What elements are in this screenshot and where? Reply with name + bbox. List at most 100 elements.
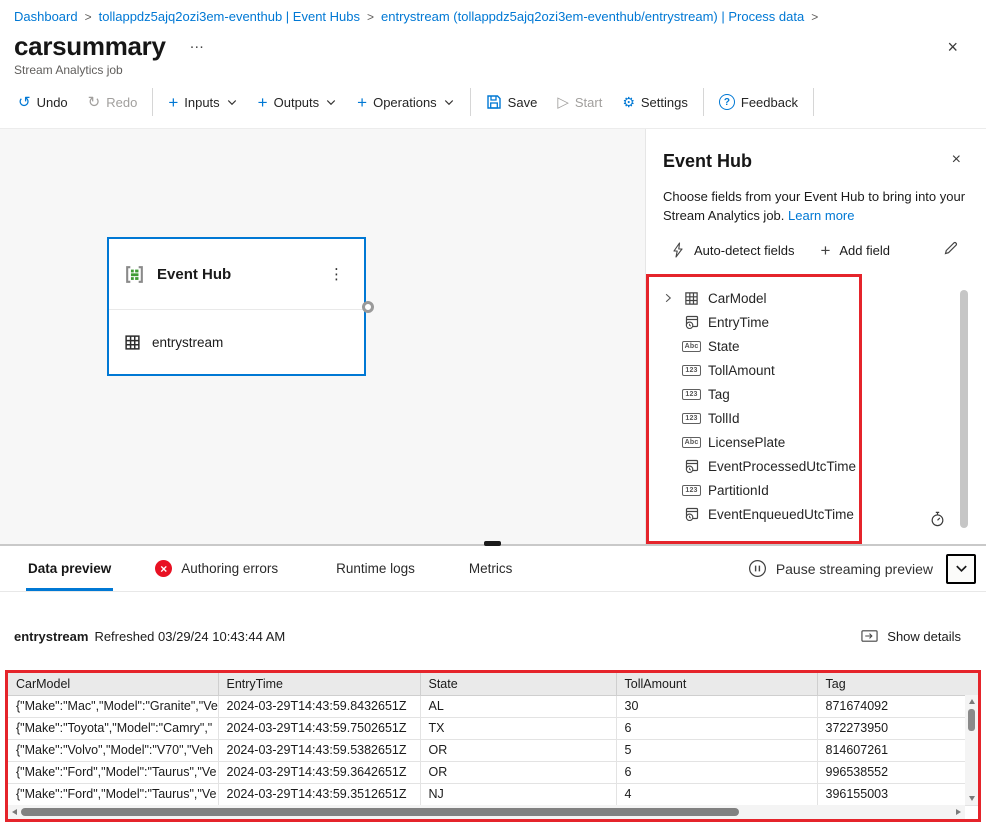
pause-streaming-button[interactable]: Pause streaming preview bbox=[748, 559, 933, 578]
field-name: EventEnqueuedUtcTime bbox=[708, 506, 854, 522]
feedback-label: Feedback bbox=[740, 94, 798, 110]
add-field-button[interactable]: + Add field bbox=[820, 242, 890, 259]
bottom-tabs: Data preview × Authoring errors Runtime … bbox=[0, 546, 986, 592]
breadcrumb-link-dashboard[interactable]: Dashboard bbox=[14, 9, 78, 24]
chevron-right-icon[interactable] bbox=[662, 292, 674, 304]
record-icon bbox=[682, 291, 701, 306]
settings-button[interactable]: ⚙ Settings bbox=[612, 87, 698, 117]
field-item-carmodel[interactable]: CarModel bbox=[649, 286, 859, 310]
breadcrumb-link-process-data[interactable]: entrystream (tollappdz5ajq2ozi3em-eventh… bbox=[381, 9, 805, 24]
table-row[interactable]: {"Make":"Toyota","Model":"Camry"," 2024-… bbox=[8, 717, 978, 740]
column-header-state[interactable]: State bbox=[420, 673, 617, 696]
splitter-drag-handle[interactable] bbox=[484, 541, 501, 546]
redo-button[interactable]: ↻ Redo bbox=[78, 87, 148, 117]
panel-description-text: Choose fields from your Event Hub to bri… bbox=[663, 189, 966, 223]
datetime-icon bbox=[682, 458, 701, 474]
preview-source-name: entrystream bbox=[14, 628, 89, 644]
more-options-icon[interactable]: … bbox=[189, 35, 206, 52]
field-name: PartitionId bbox=[708, 482, 769, 498]
field-item-tag[interactable]: 123 Tag bbox=[649, 382, 859, 406]
breadcrumb-separator-icon: > bbox=[811, 10, 819, 24]
inputs-label: Inputs bbox=[184, 94, 220, 110]
chevron-down-icon bbox=[227, 100, 236, 106]
scroll-down-icon[interactable] bbox=[968, 796, 975, 801]
operations-dropdown[interactable]: + Operations bbox=[347, 87, 465, 117]
collapse-panel-button[interactable] bbox=[946, 553, 976, 584]
pause-icon bbox=[748, 559, 766, 578]
column-header-carmodel[interactable]: CarModel bbox=[8, 673, 219, 696]
learn-more-link[interactable]: Learn more bbox=[788, 208, 855, 223]
field-item-tollamount[interactable]: 123 TollAmount bbox=[649, 358, 859, 382]
close-icon[interactable]: × bbox=[947, 37, 958, 57]
cell-state: OR bbox=[420, 739, 617, 762]
tab-runtime-logs[interactable]: Runtime logs bbox=[336, 546, 415, 591]
table-row[interactable]: {"Make":"Mac","Model":"Granite","Ve 2024… bbox=[8, 695, 978, 718]
field-item-entrytime[interactable]: EntryTime bbox=[649, 310, 859, 334]
column-header-tag[interactable]: Tag bbox=[817, 673, 978, 696]
data-preview-table: CarModel EntryTime State TollAmount Tag … bbox=[8, 673, 978, 806]
tab-label: Authoring errors bbox=[181, 561, 279, 576]
field-item-tollid[interactable]: 123 TollId bbox=[649, 406, 859, 430]
cell-state: NJ bbox=[420, 783, 617, 806]
outputs-label: Outputs bbox=[273, 94, 320, 110]
cell-entrytime: 2024-03-29T14:43:59.5382651Z bbox=[218, 739, 421, 762]
breadcrumb-link-eventhub[interactable]: tollappdz5ajq2ozi3em-eventhub | Event Hu… bbox=[98, 9, 361, 24]
details-icon bbox=[861, 630, 878, 642]
table-row[interactable]: {"Make":"Volvo","Model":"V70","Veh 2024-… bbox=[8, 739, 978, 762]
horizontal-scroll-thumb[interactable] bbox=[21, 808, 739, 816]
start-label: Start bbox=[574, 94, 603, 110]
help-icon: ? bbox=[718, 94, 735, 110]
cell-tag: 996538552 bbox=[817, 761, 978, 784]
field-item-licenseplate[interactable]: Abc LicensePlate bbox=[649, 430, 859, 454]
cell-tollamount: 6 bbox=[616, 717, 818, 740]
auto-detect-fields-button[interactable]: Auto-detect fields bbox=[671, 242, 794, 258]
start-button[interactable]: ▷ Start bbox=[547, 87, 612, 117]
table-horizontal-scrollbar[interactable] bbox=[8, 805, 965, 819]
plus-icon: + bbox=[357, 92, 368, 112]
table-vertical-scrollbar[interactable] bbox=[965, 695, 978, 805]
cell-state: AL bbox=[420, 695, 617, 718]
feedback-button[interactable]: ? Feedback bbox=[709, 87, 808, 117]
table-row[interactable]: {"Make":"Ford","Model":"Taurus","Ve 2024… bbox=[8, 783, 978, 806]
vertical-scroll-thumb[interactable] bbox=[968, 709, 975, 731]
tab-metrics[interactable]: Metrics bbox=[469, 546, 513, 591]
scroll-left-icon[interactable] bbox=[12, 808, 17, 815]
stopwatch-icon bbox=[930, 511, 945, 530]
kebab-menu-icon[interactable]: ⋮ bbox=[329, 266, 344, 283]
datetime-icon bbox=[682, 506, 701, 522]
tab-data-preview[interactable]: Data preview bbox=[25, 546, 114, 591]
cell-entrytime: 2024-03-29T14:43:59.3512651Z bbox=[218, 783, 421, 806]
cell-carmodel: {"Make":"Ford","Model":"Taurus","Ve bbox=[8, 761, 219, 784]
scroll-right-icon[interactable] bbox=[956, 808, 961, 815]
number-icon: 123 bbox=[682, 364, 701, 376]
cell-tag: 372273950 bbox=[817, 717, 978, 740]
event-hub-node[interactable]: Event Hub ⋮ entrystream bbox=[107, 237, 374, 376]
close-icon[interactable]: × bbox=[951, 151, 961, 168]
field-item-eventprocessedutctime[interactable]: EventProcessedUtcTime bbox=[649, 454, 859, 478]
toolbar: ↺ Undo ↻ Redo + Inputs + Outputs + Opera… bbox=[0, 84, 986, 120]
cell-tag: 871674092 bbox=[817, 695, 978, 718]
field-item-partitionid[interactable]: 123 PartitionId bbox=[649, 478, 859, 502]
save-button[interactable]: Save bbox=[476, 87, 548, 117]
column-header-tollamount[interactable]: TollAmount bbox=[616, 673, 818, 696]
outputs-dropdown[interactable]: + Outputs bbox=[248, 87, 347, 117]
table-row[interactable]: {"Make":"Ford","Model":"Taurus","Ve 2024… bbox=[8, 761, 978, 784]
tab-label: Data preview bbox=[28, 561, 112, 576]
cell-entrytime: 2024-03-29T14:43:59.3642651Z bbox=[218, 761, 421, 784]
undo-button[interactable]: ↺ Undo bbox=[8, 87, 78, 117]
tab-authoring-errors[interactable]: × Authoring errors bbox=[155, 546, 278, 591]
event-hub-node-body[interactable]: entrystream bbox=[109, 310, 364, 374]
lightning-icon bbox=[673, 242, 683, 258]
edit-fields-button[interactable] bbox=[943, 240, 959, 256]
column-header-entrytime[interactable]: EntryTime bbox=[218, 673, 421, 696]
output-connector[interactable] bbox=[362, 301, 374, 313]
panel-scrollbar[interactable] bbox=[960, 290, 968, 528]
event-hub-node-header: Event Hub ⋮ bbox=[109, 239, 364, 310]
diagram-canvas[interactable]: Event Hub ⋮ entrystream bbox=[0, 129, 645, 545]
inputs-dropdown[interactable]: + Inputs bbox=[158, 87, 247, 117]
field-item-eventenqueuedutctime[interactable]: EventEnqueuedUtcTime bbox=[649, 502, 859, 526]
show-details-button[interactable]: Show details bbox=[861, 629, 961, 644]
save-label: Save bbox=[507, 94, 538, 110]
scroll-up-icon[interactable] bbox=[968, 699, 975, 704]
field-item-state[interactable]: Abc State bbox=[649, 334, 859, 358]
